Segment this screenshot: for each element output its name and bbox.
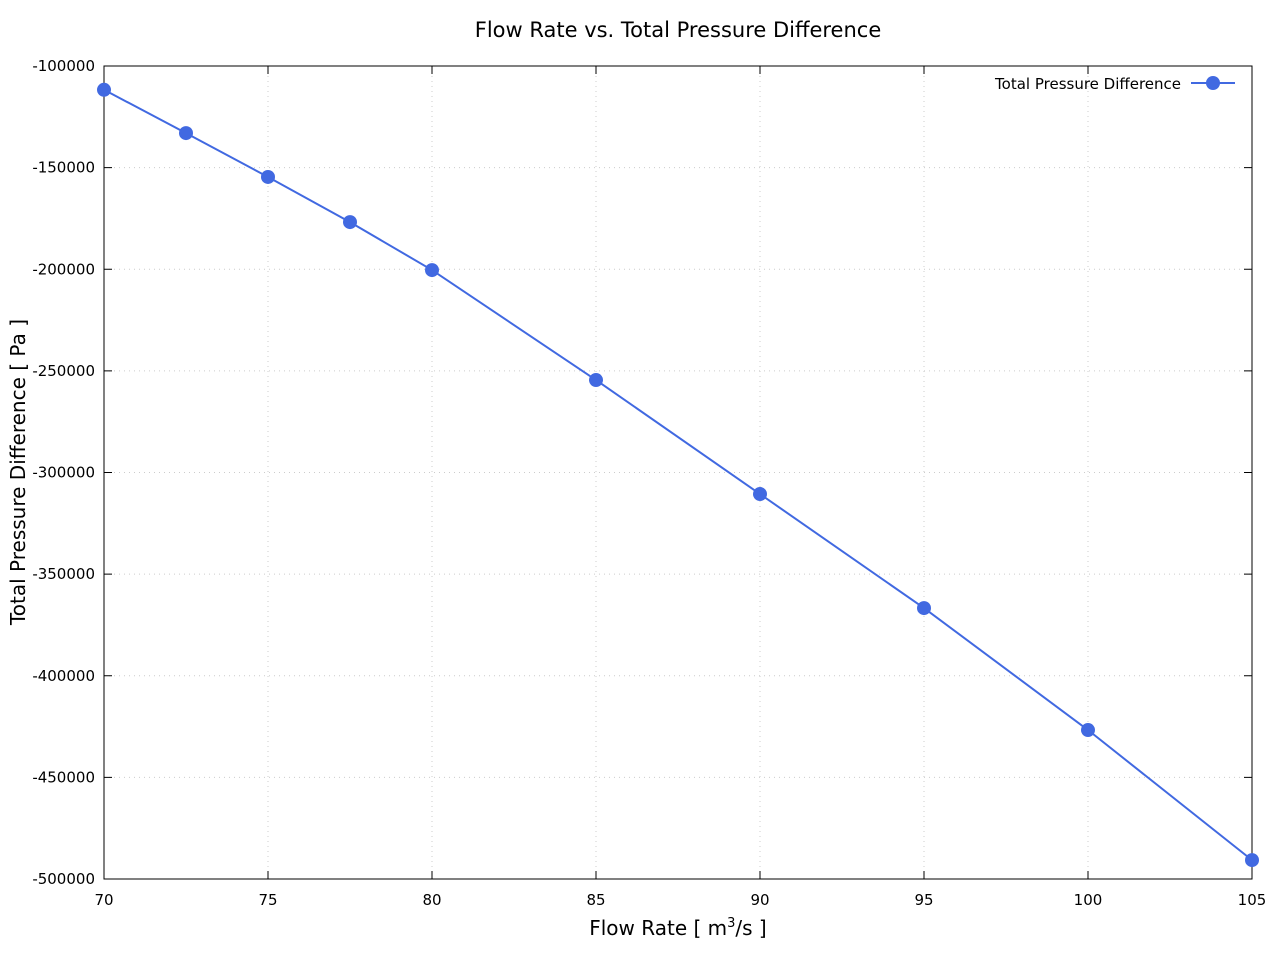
chart-title: Flow Rate vs. Total Pressure Difference [475, 18, 882, 42]
legend: Total Pressure Difference [994, 75, 1235, 93]
data-point [753, 487, 767, 502]
x-tick-label: 85 [586, 891, 605, 909]
x-tick-label: 100 [1074, 891, 1103, 909]
x-tick-label: 95 [914, 891, 933, 909]
y-tick-label: -200000 [32, 260, 95, 278]
data-point [1081, 723, 1095, 738]
data-point [343, 215, 357, 230]
ticks: 70 75 80 85 90 95 100 105 -100000 -150000 -200000 -… [32, 57, 1266, 909]
y-tick-label: -350000 [32, 565, 95, 583]
y-tick-label: -150000 [32, 159, 95, 177]
data-point [425, 263, 439, 278]
y-axis-label: Total Pressure Difference [ Pa ] [6, 319, 30, 626]
x-tick-label: 90 [750, 891, 769, 909]
data-point [917, 601, 931, 616]
data-point [179, 126, 193, 141]
data-point [589, 373, 603, 388]
y-tick-label: -400000 [32, 667, 95, 685]
grid [104, 66, 1252, 879]
x-tick-label: 105 [1238, 891, 1267, 909]
x-axis-label: Flow Rate [ m3/s ] [589, 916, 766, 940]
y-tick-label: -300000 [32, 464, 95, 482]
x-tick-label: 70 [94, 891, 113, 909]
series [97, 82, 1259, 868]
series-line [103, 88, 1253, 861]
data-point [1245, 853, 1259, 868]
y-tick-label: -100000 [32, 57, 95, 75]
legend-label: Total Pressure Difference [994, 75, 1181, 93]
y-tick-label: -250000 [32, 362, 95, 380]
x-tick-label: 75 [258, 891, 277, 909]
y-tick-label: -500000 [32, 870, 95, 888]
data-point [261, 169, 275, 184]
x-tick-label: 80 [422, 891, 441, 909]
legend-marker [1206, 76, 1220, 90]
y-tick-label: -450000 [32, 768, 95, 786]
data-point [97, 82, 111, 97]
